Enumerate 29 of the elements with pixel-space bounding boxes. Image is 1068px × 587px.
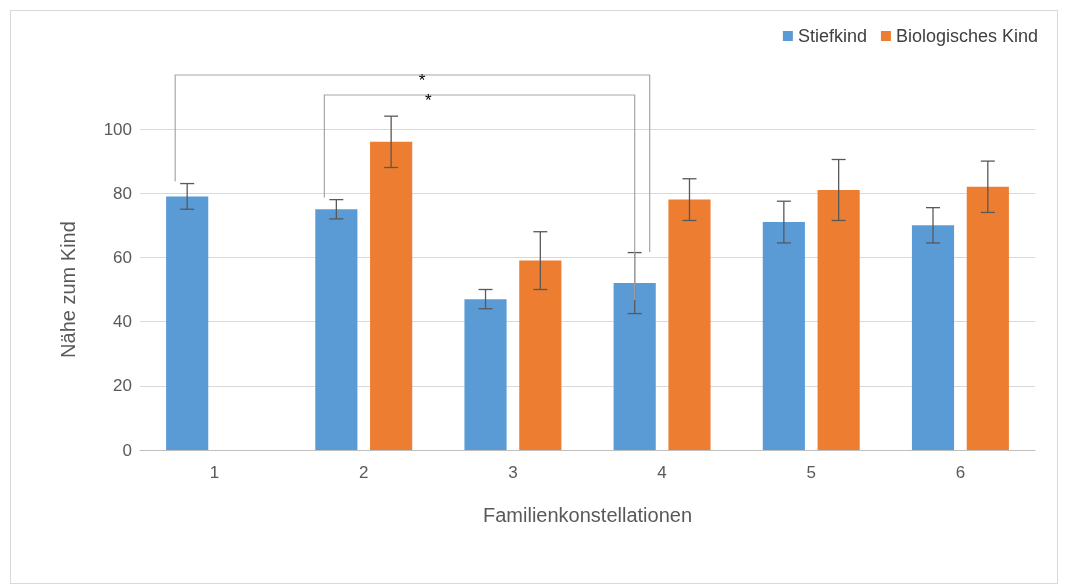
- x-tick-label: 1: [209, 463, 220, 482]
- x-axis-title: Familienkonstellationen: [482, 504, 693, 526]
- bar: [668, 199, 711, 450]
- x-tick-label: 5: [806, 463, 816, 482]
- bar: [817, 189, 860, 450]
- bar: [315, 209, 358, 450]
- bar: [613, 283, 656, 450]
- bar: [911, 225, 955, 450]
- y-tick-label: 0: [122, 440, 132, 460]
- x-tick-label: 6: [955, 463, 966, 482]
- bar: [370, 141, 413, 450]
- y-tick-label: 100: [103, 119, 132, 139]
- x-tick-label: 2: [359, 463, 369, 482]
- x-tick-label: 3: [508, 463, 518, 482]
- y-tick-label: 20: [113, 376, 132, 396]
- bar: [519, 260, 562, 450]
- y-tick-label: 80: [113, 183, 132, 203]
- x-tick-label: 4: [657, 463, 667, 482]
- bar: [166, 196, 209, 450]
- bar: [762, 222, 805, 450]
- bar: [464, 299, 507, 450]
- legend-label: Biologisches Kind: [895, 26, 1039, 46]
- y-tick-label: 60: [113, 247, 132, 267]
- legend-label: Stiefkind: [797, 26, 867, 46]
- y-tick-label: 40: [113, 312, 132, 332]
- y-axis-title: Nähe zum Kind: [57, 221, 79, 358]
- text: *: [425, 91, 433, 110]
- text: *: [418, 71, 426, 90]
- bar: [966, 186, 1009, 450]
